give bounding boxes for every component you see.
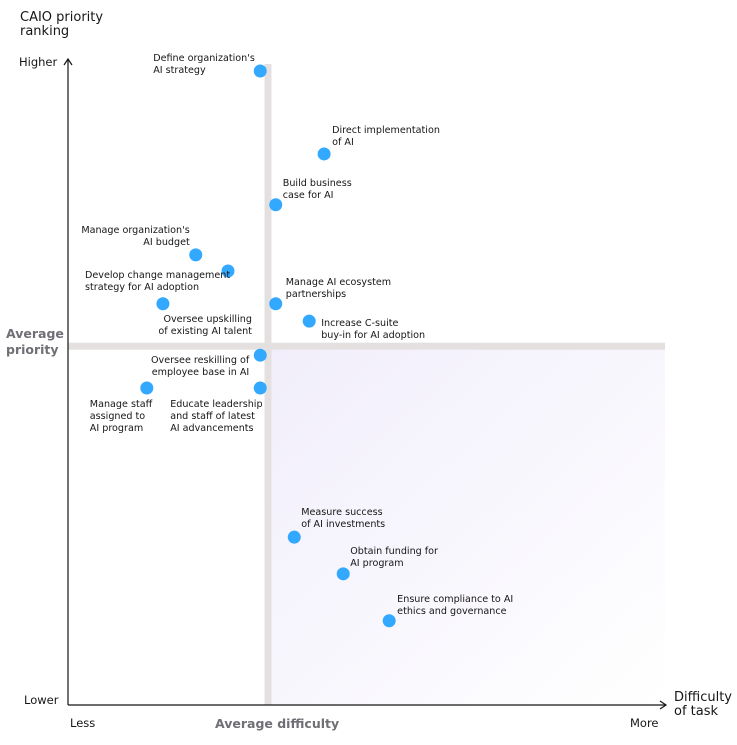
data-point (253, 381, 267, 395)
data-point (140, 381, 154, 395)
data-point-label: Increase C-suite buy-in for AI adoption (321, 318, 426, 342)
y-axis-title: CAIO priority ranking (20, 10, 104, 39)
data-point-label: Educate leadership and staff of latest A… (170, 399, 263, 434)
data-point (253, 348, 267, 362)
y-axis-arrow-icon (63, 57, 73, 66)
data-point-label: Oversee upskilling of existing AI talent (158, 313, 252, 337)
data-point (156, 297, 170, 311)
average-difficulty-label: Average difficulty (215, 716, 340, 731)
data-point (253, 64, 267, 78)
data-point (269, 297, 283, 311)
data-point-label: Direct implementation of AI (332, 124, 440, 148)
data-point-label: Build business case for AI (282, 177, 352, 201)
data-point-label: Develop change management strategy for A… (84, 269, 231, 293)
data-point (287, 530, 301, 544)
x-axis-title: Difficulty of task (674, 690, 732, 719)
data-point (382, 614, 396, 628)
high-difficulty-low-priority-quadrant (267, 346, 665, 705)
data-point (189, 248, 203, 262)
average-difficulty-band (264, 64, 272, 705)
y-axis-low-label: Lower (24, 693, 59, 707)
data-point-label: Oversee reskilling of employee base in A… (150, 355, 250, 379)
data-point (221, 264, 235, 278)
average-priority-label: Average priority (6, 326, 64, 357)
data-point-label: Obtain funding for AI program (350, 545, 438, 569)
data-point-label: Measure success of AI investments (301, 507, 386, 531)
y-axis-high-label: Higher (19, 55, 58, 69)
data-point-label: Define organization's AI strategy (153, 53, 255, 76)
data-point (269, 198, 283, 212)
x-axis-high-label: More (630, 716, 659, 730)
data-point (336, 567, 350, 581)
data-point-label: Manage organization's AI budget (81, 224, 190, 248)
x-axis-arrow-icon (659, 700, 668, 710)
data-point-label: Manage staff assigned to AI program (89, 399, 153, 434)
data-point (302, 314, 316, 328)
data-point-label: Manage AI ecosystem partnerships (285, 276, 392, 300)
x-axis-low-label: Less (70, 716, 96, 730)
data-point-label: Ensure compliance to AI ethics and gover… (397, 593, 514, 617)
data-point (317, 147, 331, 161)
average-priority-band (68, 342, 665, 350)
